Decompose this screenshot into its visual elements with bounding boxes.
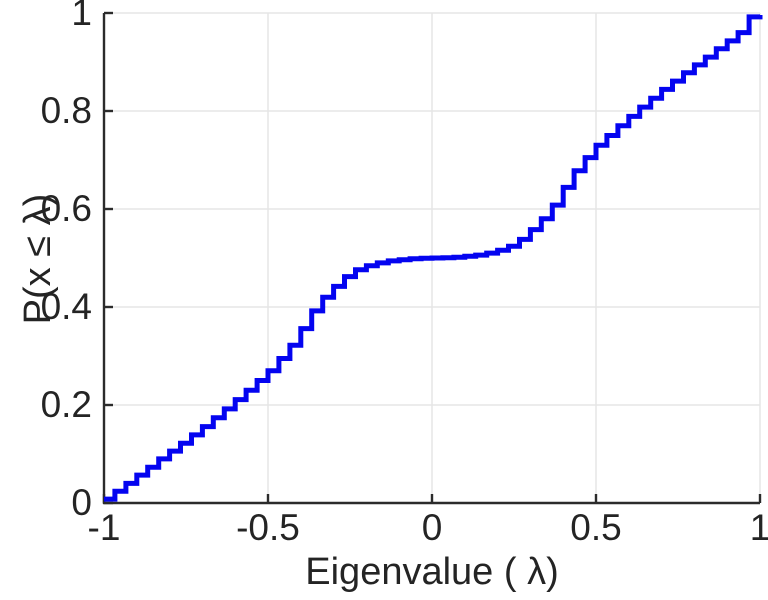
y-tick-label: 0.4 — [40, 286, 92, 327]
x-tick-label: 0.5 — [570, 507, 622, 548]
y-axis-label: P(x ≤ λ) — [17, 193, 59, 325]
y-tick-label: 0.6 — [40, 188, 92, 229]
y-tick-label: 0.2 — [40, 384, 92, 425]
y-tick-label: 0.8 — [40, 90, 92, 131]
y-tick-label: 0 — [71, 482, 92, 523]
x-axis-label: Eigenvalue ( λ) — [305, 551, 559, 593]
x-tick-label: 1 — [749, 507, 768, 548]
x-tick-label: 0 — [421, 507, 443, 548]
cdf-stairs-line — [104, 14, 763, 502]
x-tick-label: -0.5 — [236, 507, 300, 548]
x-tick-label: -1 — [87, 507, 121, 548]
y-tick-label: 1 — [71, 0, 92, 33]
